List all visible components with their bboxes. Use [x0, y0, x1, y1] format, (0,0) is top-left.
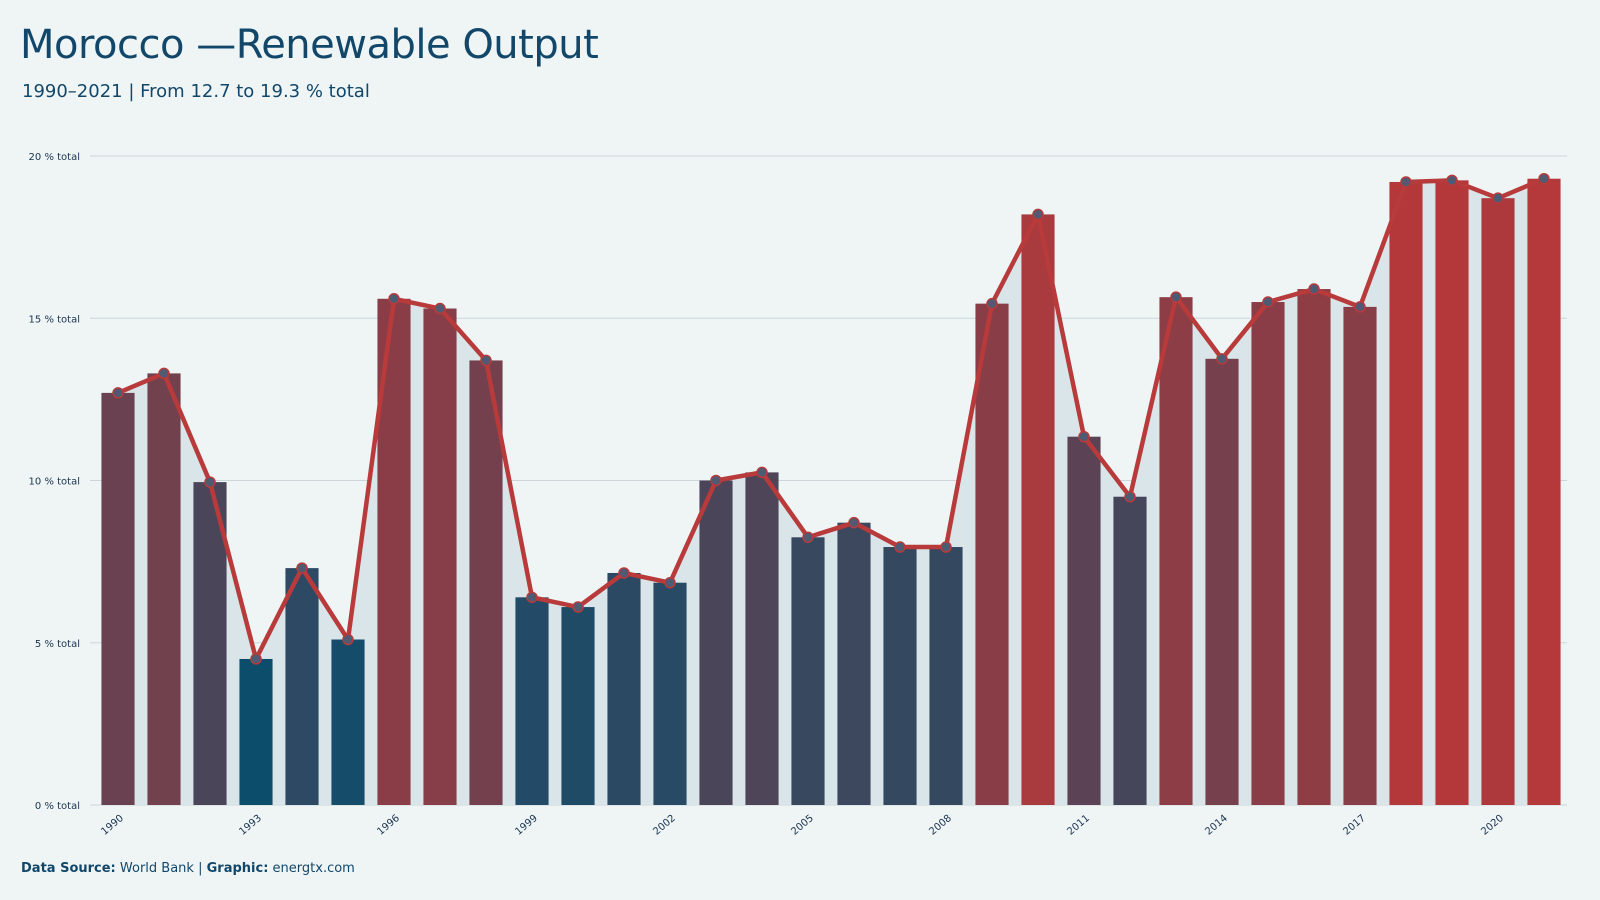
bar-2013 [1159, 297, 1193, 805]
data-point-1997 [434, 302, 446, 315]
data-point-1990 [112, 387, 124, 399]
bar-2006 [837, 522, 871, 805]
bar-2016 [1297, 289, 1331, 805]
bar-2012 [1113, 496, 1147, 805]
data-point-2012 [1124, 490, 1136, 503]
trend-line-path [115, 176, 1547, 662]
bar-2009 [975, 303, 1009, 805]
data-point-2018 [1400, 176, 1412, 188]
data-point-2016 [1308, 283, 1320, 295]
bar-2011 [1067, 436, 1101, 805]
data-point-2019 [1446, 174, 1458, 187]
data-point-2017 [1354, 301, 1366, 313]
trend-line [115, 176, 1547, 662]
data-point-1998 [480, 354, 492, 367]
y-tick-label: 0 % total [35, 801, 80, 812]
bar-1999 [515, 597, 549, 805]
data-point-2008 [940, 541, 952, 553]
source-label: Data Source: [21, 861, 116, 876]
data-point-2007 [894, 541, 906, 553]
bar-2004 [745, 472, 779, 805]
y-tick-label: 10 % total [29, 477, 80, 488]
bar-2014 [1205, 358, 1239, 805]
bar-1990 [101, 392, 135, 805]
data-point-2006 [848, 516, 860, 529]
data-point-2005 [802, 531, 814, 544]
bar-2003 [699, 480, 733, 805]
data-point-2020 [1492, 192, 1504, 204]
bar-1997 [423, 308, 457, 805]
bar-2021 [1527, 178, 1561, 806]
bar-2005 [791, 537, 825, 805]
bar-2017 [1343, 306, 1377, 805]
x-tick-label: 1993 [237, 813, 264, 838]
data-point-2015 [1262, 296, 1274, 308]
x-tick-label: 2011 [1065, 813, 1092, 838]
bar-1993 [239, 658, 273, 805]
data-point-2002 [664, 576, 676, 589]
bar-2015 [1251, 302, 1285, 805]
data-point-1992 [204, 476, 216, 488]
x-tick-label: 1999 [513, 813, 540, 838]
source-value: World Bank [119, 861, 194, 876]
x-tick-label: 1996 [375, 813, 402, 838]
bar-2020 [1481, 198, 1515, 805]
data-point-2009 [986, 297, 998, 310]
data-point-2021 [1538, 172, 1550, 185]
data-point-1995 [342, 633, 354, 646]
data-point-1991 [158, 367, 170, 380]
data-point-2011 [1078, 430, 1090, 443]
bar-1998 [469, 360, 503, 805]
y-axis-ticks: 0 % total 5 % total 10 % total 15 % total 20… [29, 152, 80, 812]
x-tick-label: 2014 [1203, 813, 1230, 838]
data-point-2014 [1216, 353, 1228, 365]
x-tick-label: 1990 [99, 813, 126, 838]
data-point-1996 [388, 293, 400, 305]
data-point-2010 [1032, 208, 1044, 221]
bar-2007 [883, 547, 917, 805]
bar-2001 [607, 572, 641, 805]
x-tick-label: 2008 [927, 813, 954, 838]
bar-2019 [1435, 180, 1469, 805]
bar-2010 [1021, 214, 1055, 805]
y-tick-label: 20 % total [29, 152, 80, 163]
x-tick-label: 2002 [651, 813, 678, 838]
data-point-1999 [526, 591, 538, 604]
x-tick-label: 2017 [1341, 813, 1368, 838]
data-point-1993 [250, 653, 262, 665]
data-point-2001 [618, 567, 630, 579]
data-point-1994 [296, 562, 308, 574]
bar-1991 [147, 373, 181, 805]
data-point-2013 [1170, 291, 1182, 303]
x-tick-label: 2005 [789, 813, 816, 838]
bar-2000 [561, 607, 595, 805]
x-axis-ticks: 1990 1993 1996 1999 2002 2005 2008 2011 2014 2017… [99, 813, 1506, 838]
footer-separator: | [198, 861, 203, 876]
x-tick-label: 2020 [1479, 813, 1506, 838]
bar-1995 [331, 639, 365, 805]
data-point-2004 [756, 466, 768, 479]
bars [101, 178, 1561, 806]
graphic-value: energtx.com [272, 861, 355, 876]
bar-1994 [285, 568, 319, 805]
chart-title: Morocco —Renewable Output [20, 22, 599, 68]
bar-2008 [929, 547, 963, 805]
chart-subtitle: 1990–2021 | From 12.7 to 19.3 % total [22, 81, 370, 102]
y-tick-label: 5 % total [35, 639, 80, 650]
bar-2002 [653, 582, 687, 805]
bar-1992 [193, 482, 227, 805]
y-tick-label: 15 % total [29, 314, 80, 325]
data-point-2003 [710, 474, 722, 487]
graphic-label: Graphic: [206, 861, 269, 876]
data-points [112, 172, 1550, 665]
bar-2018 [1389, 181, 1423, 805]
data-point-2000 [572, 601, 584, 613]
footer-credits: Data Source: World Bank | Graphic: energ… [21, 861, 355, 876]
